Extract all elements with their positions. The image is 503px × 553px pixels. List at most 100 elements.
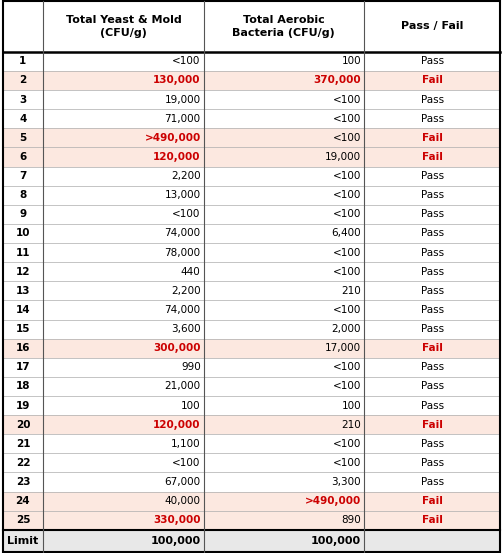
Bar (43, 186, 204, 205)
Bar (3, 415, 43, 434)
Text: 2,000: 2,000 (331, 324, 361, 334)
Text: Pass: Pass (421, 171, 444, 181)
Text: 13,000: 13,000 (164, 190, 201, 200)
Bar (204, 338, 364, 358)
Bar (364, 358, 500, 377)
Text: <100: <100 (173, 56, 201, 66)
Text: Pass: Pass (421, 228, 444, 238)
Bar (43, 453, 204, 472)
Text: Pass: Pass (421, 190, 444, 200)
Bar (204, 52, 364, 71)
Text: 4: 4 (19, 114, 27, 124)
Bar (3, 338, 43, 358)
Bar (3, 205, 43, 224)
Text: 23: 23 (16, 477, 30, 487)
Text: <100: <100 (332, 133, 361, 143)
Bar (43, 396, 204, 415)
Text: Pass: Pass (421, 400, 444, 410)
Bar (204, 186, 364, 205)
Bar (204, 109, 364, 128)
Bar (3, 262, 43, 281)
Text: Fail: Fail (422, 133, 443, 143)
Bar (204, 243, 364, 262)
Text: Pass: Pass (421, 114, 444, 124)
Bar (43, 320, 204, 338)
Text: 210: 210 (341, 420, 361, 430)
Text: Limit: Limit (8, 536, 39, 546)
Text: Pass: Pass (421, 324, 444, 334)
Text: 370,000: 370,000 (313, 75, 361, 86)
Text: Pass: Pass (421, 382, 444, 392)
Bar (364, 186, 500, 205)
Text: 440: 440 (181, 267, 201, 276)
Text: 1: 1 (19, 56, 27, 66)
Text: Fail: Fail (422, 420, 443, 430)
Text: 100,000: 100,000 (150, 536, 201, 546)
Text: Pass: Pass (421, 305, 444, 315)
Bar (3, 1, 43, 52)
Text: <100: <100 (173, 210, 201, 220)
Bar (204, 90, 364, 109)
Bar (364, 205, 500, 224)
Bar (43, 148, 204, 166)
Bar (43, 358, 204, 377)
Bar (364, 377, 500, 396)
Text: Pass: Pass (421, 248, 444, 258)
Text: 19: 19 (16, 400, 30, 410)
Text: Pass: Pass (421, 362, 444, 372)
Text: 71,000: 71,000 (164, 114, 201, 124)
Bar (43, 415, 204, 434)
Text: 14: 14 (16, 305, 30, 315)
Bar (43, 281, 204, 300)
Text: 15: 15 (16, 324, 30, 334)
Text: <100: <100 (332, 458, 361, 468)
Bar (204, 492, 364, 511)
Bar (364, 453, 500, 472)
Text: 20: 20 (16, 420, 30, 430)
Bar (43, 377, 204, 396)
Text: 40,000: 40,000 (164, 496, 201, 506)
Bar (3, 377, 43, 396)
Text: >490,000: >490,000 (305, 496, 361, 506)
Text: Fail: Fail (422, 343, 443, 353)
Bar (364, 262, 500, 281)
Bar (43, 530, 204, 552)
Bar (43, 166, 204, 186)
Bar (3, 358, 43, 377)
Bar (43, 338, 204, 358)
Bar (3, 396, 43, 415)
Bar (204, 358, 364, 377)
Bar (204, 434, 364, 453)
Bar (364, 52, 500, 71)
Bar (3, 224, 43, 243)
Text: 19,000: 19,000 (325, 152, 361, 162)
Text: Fail: Fail (422, 152, 443, 162)
Bar (364, 338, 500, 358)
Text: 2,200: 2,200 (171, 171, 201, 181)
Text: Fail: Fail (422, 75, 443, 86)
Bar (3, 148, 43, 166)
Text: 2: 2 (19, 75, 27, 86)
Text: 13: 13 (16, 286, 30, 296)
Bar (204, 224, 364, 243)
Bar (364, 320, 500, 338)
Bar (3, 511, 43, 530)
Text: 100,000: 100,000 (311, 536, 361, 546)
Text: 74,000: 74,000 (164, 305, 201, 315)
Bar (43, 243, 204, 262)
Text: 17,000: 17,000 (325, 343, 361, 353)
Bar (3, 71, 43, 90)
Bar (364, 434, 500, 453)
Bar (3, 166, 43, 186)
Text: 6: 6 (19, 152, 27, 162)
Bar (204, 300, 364, 320)
Text: 3,600: 3,600 (171, 324, 201, 334)
Bar (364, 1, 500, 52)
Text: 25: 25 (16, 515, 30, 525)
Bar (204, 205, 364, 224)
Bar (204, 166, 364, 186)
Text: 330,000: 330,000 (153, 515, 201, 525)
Bar (3, 472, 43, 492)
Bar (43, 511, 204, 530)
Bar (43, 262, 204, 281)
